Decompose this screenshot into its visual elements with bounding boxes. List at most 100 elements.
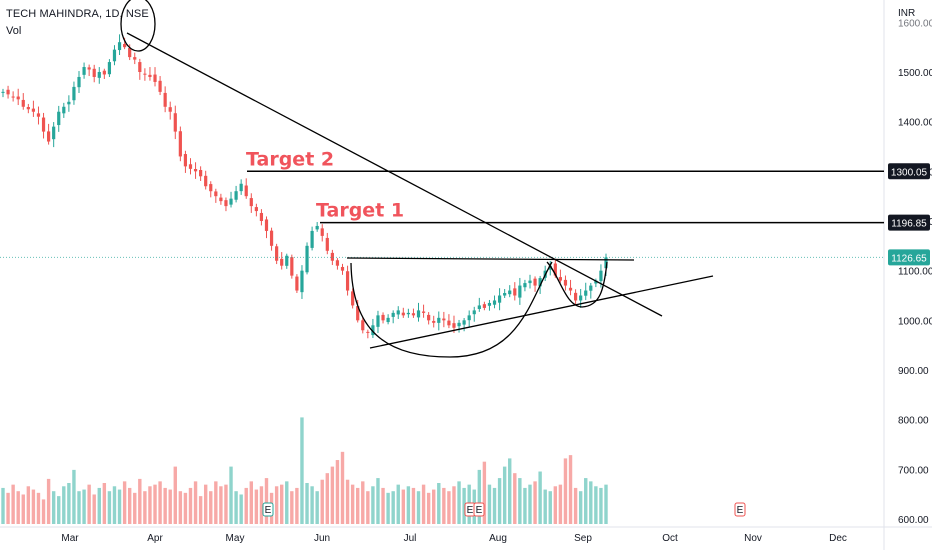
y-tick-label: 1400.00 bbox=[898, 118, 932, 129]
candle-body bbox=[421, 311, 426, 313]
volume-bar bbox=[406, 486, 411, 524]
earnings-marker: E bbox=[473, 502, 485, 517]
target-2-label: Target 2 bbox=[246, 148, 334, 170]
volume-bar bbox=[51, 491, 56, 524]
candle-body bbox=[1, 91, 5, 93]
candle-body bbox=[11, 96, 15, 98]
volume-bar bbox=[295, 487, 299, 524]
volume-bar bbox=[528, 484, 532, 524]
volume-bar bbox=[533, 481, 537, 524]
x-tick-label: Nov bbox=[744, 533, 762, 544]
volume-bar bbox=[599, 487, 603, 524]
volume-bar bbox=[548, 491, 552, 524]
volume-bar bbox=[366, 491, 370, 524]
top-circle bbox=[120, 0, 156, 52]
volume-bar bbox=[138, 478, 142, 524]
volume-bar bbox=[224, 484, 228, 524]
volume-bar bbox=[290, 491, 294, 524]
volume-bar bbox=[568, 455, 573, 524]
candle-body bbox=[148, 74, 152, 77]
volume-bar bbox=[274, 486, 279, 524]
y-tick-label: 700.00 bbox=[898, 465, 929, 476]
volume-bar bbox=[107, 491, 112, 524]
candle-body bbox=[138, 62, 142, 72]
candle-body bbox=[280, 258, 284, 266]
candle-body bbox=[604, 257, 608, 269]
candle-body bbox=[269, 230, 274, 246]
candle-body bbox=[214, 191, 218, 197]
candle-body bbox=[538, 278, 542, 287]
candle-body bbox=[396, 310, 400, 315]
candle-body bbox=[173, 113, 177, 132]
volume-bar bbox=[340, 451, 345, 524]
candle-body bbox=[345, 271, 350, 291]
y-tick-label: 1100.00 bbox=[898, 267, 932, 278]
candle-body bbox=[16, 96, 20, 100]
candle-body bbox=[219, 197, 223, 202]
volume-bar bbox=[330, 466, 335, 524]
svg-text:1126.65: 1126.65 bbox=[891, 253, 927, 264]
candle-body bbox=[589, 285, 593, 291]
candle-body bbox=[209, 184, 213, 192]
x-tick-label: Jun bbox=[314, 533, 330, 544]
volume-label[interactable]: Vol bbox=[6, 25, 22, 37]
volume-bar bbox=[92, 494, 96, 524]
candle-body bbox=[416, 310, 421, 318]
volume-bar bbox=[391, 491, 395, 524]
candle-body bbox=[47, 131, 51, 142]
candle-body bbox=[264, 219, 269, 231]
volume-bar bbox=[249, 481, 253, 524]
volume-bar bbox=[584, 478, 588, 524]
candle-body bbox=[300, 270, 304, 293]
volume-bar bbox=[1, 487, 5, 524]
volume-bar bbox=[11, 484, 15, 524]
volume-bar bbox=[416, 491, 421, 524]
candle-body bbox=[295, 276, 299, 291]
time-axis: Mar Apr May Jun Jul Aug Sep Oct Nov Dec bbox=[61, 533, 847, 544]
candle-body bbox=[452, 323, 456, 328]
volume-bar bbox=[553, 486, 558, 524]
volume-bar bbox=[102, 483, 107, 524]
candle-body bbox=[411, 313, 416, 316]
candle-body bbox=[558, 277, 562, 281]
drawings: Target 2 Target 1 bbox=[0, 0, 884, 358]
volume-bar bbox=[497, 478, 502, 524]
candle-body bbox=[432, 320, 436, 323]
candle-body bbox=[67, 101, 71, 105]
candle-body bbox=[518, 285, 522, 298]
svg-text:1300.05: 1300.05 bbox=[891, 167, 928, 178]
volume-bar bbox=[320, 479, 324, 524]
candle-body bbox=[340, 266, 345, 271]
volume-bar bbox=[173, 466, 177, 524]
volume-bar bbox=[371, 486, 375, 524]
volume-bar bbox=[578, 491, 583, 524]
x-tick-label: May bbox=[226, 533, 245, 544]
x-tick-label: Apr bbox=[147, 533, 163, 544]
candle-body bbox=[107, 62, 112, 75]
volume-bar bbox=[229, 466, 233, 524]
candle-body bbox=[315, 225, 319, 230]
volume-bar bbox=[356, 487, 360, 524]
candle-body bbox=[584, 290, 588, 296]
candle-body bbox=[406, 312, 410, 315]
candle-body bbox=[376, 315, 380, 327]
volume-bar bbox=[518, 478, 522, 524]
symbol-title[interactable]: TECH MAHINDRA, 1D, NSE bbox=[6, 8, 149, 20]
candle-body bbox=[305, 245, 309, 273]
volume-bar bbox=[442, 487, 446, 524]
volume-bar bbox=[376, 478, 380, 524]
candle-body bbox=[112, 49, 117, 62]
volume-bar bbox=[97, 487, 101, 524]
candle-body bbox=[487, 302, 492, 306]
volume-bar bbox=[350, 484, 355, 524]
candle-body bbox=[320, 228, 324, 236]
volume-bar bbox=[452, 486, 456, 524]
volume-bar bbox=[117, 489, 122, 524]
volume-bar bbox=[264, 478, 269, 524]
volume-bar bbox=[345, 479, 350, 524]
volume-bar bbox=[183, 492, 188, 524]
x-tick-label: Aug bbox=[489, 533, 507, 544]
candle-body bbox=[128, 48, 132, 58]
